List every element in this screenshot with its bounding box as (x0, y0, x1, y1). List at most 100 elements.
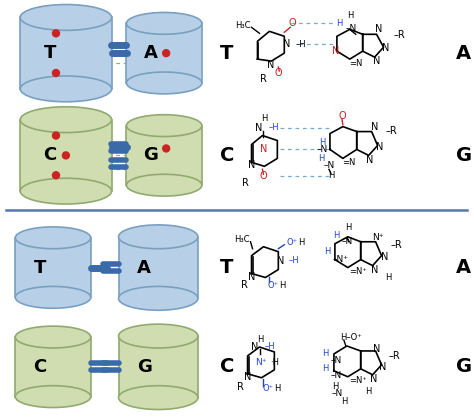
Text: –R: –R (393, 30, 405, 40)
Text: O: O (338, 111, 346, 121)
Text: N: N (248, 160, 255, 171)
Text: H: H (328, 171, 334, 180)
Ellipse shape (127, 115, 202, 137)
Text: H: H (319, 138, 325, 147)
Text: ·H: ·H (270, 358, 279, 367)
Text: H: H (346, 223, 352, 233)
Text: –H: –H (264, 342, 275, 352)
Text: H: H (318, 154, 324, 163)
Text: R: R (260, 74, 267, 84)
Text: N: N (376, 142, 383, 153)
Text: H: H (332, 382, 338, 391)
Text: H₃C: H₃C (234, 235, 249, 244)
Text: O: O (274, 68, 282, 78)
Ellipse shape (118, 386, 198, 409)
Circle shape (53, 132, 59, 139)
Text: N: N (379, 362, 386, 372)
Text: H: H (322, 364, 328, 373)
Text: =N⁺: =N⁺ (349, 376, 367, 385)
Text: O: O (260, 171, 267, 181)
Text: A: A (137, 259, 151, 277)
Text: R: R (237, 382, 244, 392)
Text: H: H (336, 19, 342, 28)
Text: N: N (373, 344, 380, 354)
Text: N: N (277, 256, 284, 266)
Text: H: H (333, 231, 339, 241)
Text: H: H (274, 384, 281, 393)
Circle shape (53, 172, 59, 179)
Text: –N: –N (331, 357, 342, 365)
Text: C: C (219, 146, 234, 165)
Text: H: H (385, 273, 392, 282)
Bar (15, 337, 91, 397)
Text: N: N (251, 342, 258, 352)
Text: C: C (33, 358, 46, 376)
Ellipse shape (20, 178, 111, 204)
Text: –R: –R (391, 240, 402, 250)
Text: G: G (456, 357, 472, 376)
Text: –R: –R (389, 351, 400, 361)
Text: N: N (260, 145, 267, 155)
Circle shape (53, 70, 59, 77)
Text: N⁺: N⁺ (255, 358, 266, 367)
Text: –N: –N (331, 371, 342, 380)
Text: N: N (267, 60, 274, 70)
Text: –N: –N (332, 389, 343, 398)
Bar (118, 237, 198, 298)
Text: –H: –H (295, 40, 306, 49)
Text: –N: –N (346, 24, 357, 33)
Ellipse shape (15, 386, 91, 408)
Text: H₃C: H₃C (235, 21, 251, 30)
Text: N: N (255, 123, 262, 132)
Ellipse shape (127, 72, 202, 94)
Text: N: N (381, 252, 388, 261)
Text: O⁺: O⁺ (267, 281, 279, 290)
Ellipse shape (15, 227, 91, 249)
Text: N: N (248, 272, 255, 282)
Text: H: H (365, 387, 372, 396)
Text: C: C (43, 146, 56, 164)
Ellipse shape (20, 5, 111, 30)
Ellipse shape (118, 287, 198, 310)
Text: G: G (144, 146, 158, 164)
Text: H: H (261, 114, 268, 123)
Circle shape (53, 30, 59, 37)
Text: G: G (456, 146, 472, 165)
Text: N: N (382, 43, 389, 53)
Text: H: H (322, 349, 328, 358)
Text: T: T (34, 259, 46, 277)
Text: –N: –N (342, 237, 353, 246)
Text: N: N (371, 122, 378, 132)
Text: A: A (144, 44, 158, 62)
Text: A: A (456, 44, 472, 63)
Text: H: H (341, 397, 347, 406)
Text: –N⁺: –N⁺ (333, 255, 349, 264)
Text: N⁺: N⁺ (372, 233, 383, 242)
Text: N: N (244, 372, 251, 382)
Text: C: C (219, 357, 234, 376)
Text: –N: –N (324, 161, 335, 170)
Text: R: R (241, 280, 248, 290)
Text: N: N (332, 46, 339, 56)
Text: O⁺: O⁺ (263, 384, 273, 393)
Text: –N: –N (317, 145, 328, 154)
Text: R: R (242, 178, 249, 188)
Ellipse shape (20, 76, 111, 102)
Text: –R: –R (385, 126, 397, 136)
Ellipse shape (118, 324, 198, 348)
Ellipse shape (15, 326, 91, 348)
Bar (20, 120, 111, 191)
Bar (127, 23, 202, 83)
Text: N: N (373, 56, 380, 66)
Text: O: O (288, 18, 296, 28)
Circle shape (163, 145, 170, 152)
Text: O⁺: O⁺ (286, 238, 297, 247)
Text: =N: =N (349, 59, 362, 67)
Text: G: G (137, 358, 152, 376)
Text: T: T (220, 44, 233, 63)
Ellipse shape (20, 107, 111, 132)
Text: T: T (44, 44, 56, 62)
Circle shape (163, 50, 170, 57)
Text: H–O⁺: H–O⁺ (340, 333, 362, 341)
Text: N: N (370, 374, 377, 384)
